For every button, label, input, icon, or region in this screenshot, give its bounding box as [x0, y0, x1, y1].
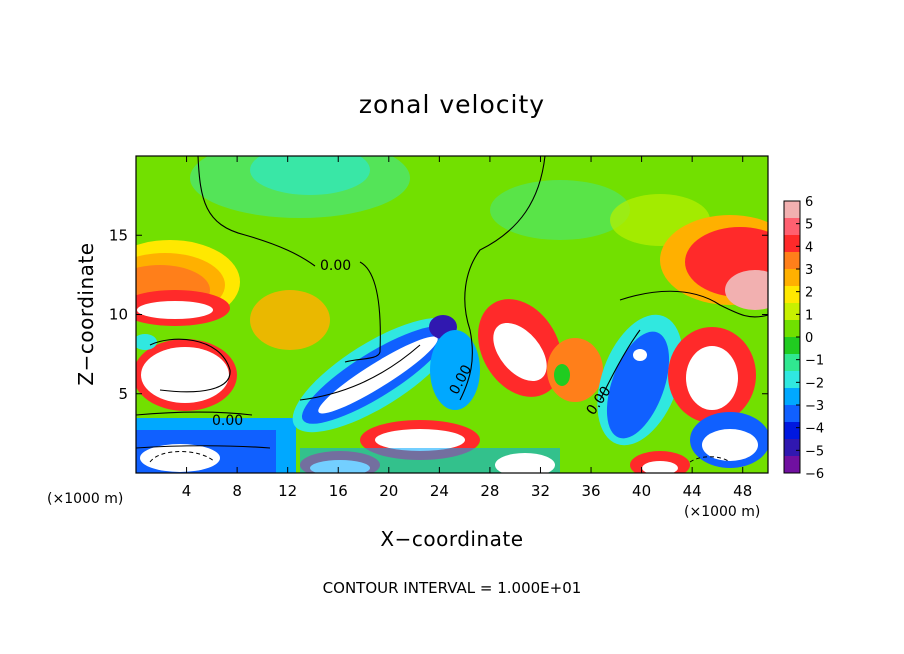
y-axis-title: Z−coordinate: [74, 242, 98, 385]
contour-interval-note: CONTOUR INTERVAL = 1.000E+01: [323, 579, 582, 597]
colorbar-tick-label: −3: [805, 399, 824, 414]
contour-line: [599, 329, 641, 401]
y-tick-label: 10: [109, 306, 128, 324]
field-region: [137, 301, 213, 319]
x-tick-label: 48: [733, 482, 752, 500]
colorbar-tick-label: −6: [805, 467, 824, 482]
colorbar-swatch: [784, 388, 800, 406]
x-tick-label: 12: [278, 482, 297, 500]
field-region: [250, 290, 330, 350]
zero-contour-lines: [136, 156, 768, 463]
colorbar-swatch: [784, 303, 800, 321]
colorbar-swatch: [784, 235, 800, 253]
x-axis-title: X−coordinate: [380, 527, 523, 551]
contour-line: [344, 261, 381, 363]
field-region: [430, 330, 480, 410]
field-region: [554, 364, 570, 386]
contour-line: [149, 338, 231, 393]
colorbar-tick-label: 0: [805, 331, 813, 346]
contour-labels: 0.00 0.00 0.00 0.00: [212, 258, 615, 429]
x-tick-label: 40: [632, 482, 651, 500]
plot-area: [136, 156, 768, 473]
field-region: [686, 346, 738, 410]
x-tick-label: 20: [379, 482, 398, 500]
y-axis-ticks: 5 10 15: [109, 226, 768, 403]
field-region: [250, 156, 370, 195]
contour-line: [299, 344, 421, 401]
colorbar-tick-label: 6: [805, 195, 813, 210]
x-tick-label: 32: [531, 482, 550, 500]
x-unit-right: (×1000 m): [684, 504, 760, 520]
x-tick-label: 36: [581, 482, 600, 500]
colorbar-tick-label: 1: [805, 308, 813, 323]
field-region: [490, 180, 630, 240]
x-tick-label: 28: [480, 482, 499, 500]
colorbar-tick-label: 3: [805, 263, 813, 278]
negative-contour-line: [689, 456, 731, 463]
field-region: [725, 270, 768, 310]
field-region: [702, 429, 758, 461]
colorbar-tick-label: 5: [805, 218, 813, 233]
field-region: [633, 349, 647, 361]
colorbar-swatch: [784, 371, 800, 389]
field-region: [141, 347, 229, 403]
x-tick-label: 8: [232, 482, 242, 500]
y-tick-label: 15: [109, 226, 128, 244]
x-tick-label: 4: [182, 482, 192, 500]
colorbar-swatch: [784, 269, 800, 287]
colorbar-swatch: [784, 252, 800, 270]
chart-title: zonal velocity: [359, 90, 545, 119]
colorbar-swatch: [784, 218, 800, 236]
negative-contour-line: [149, 451, 216, 463]
field-region: [642, 461, 678, 473]
colorbar-swatch: [784, 439, 800, 457]
colorbar-tick-label: −5: [805, 444, 824, 459]
contour-line: [136, 411, 253, 416]
field-region: [140, 444, 220, 472]
contour-line: [197, 156, 316, 267]
velocity-field: [136, 156, 768, 473]
x-tick-label: 16: [329, 482, 348, 500]
colorbar-tick-label: −1: [805, 354, 824, 369]
colorbar-tick-label: −2: [805, 376, 824, 391]
colorbar-swatch: [784, 354, 800, 372]
colorbar-ticks: 6 5 4 3 2 1 0 −1 −2 −3 −4 −5 −6: [796, 195, 824, 482]
field-region: [136, 334, 157, 350]
x-tick-label: 24: [430, 482, 449, 500]
contour-line: [459, 156, 546, 401]
x-tick-label: 44: [683, 482, 702, 500]
colorbar-swatch: [784, 456, 800, 474]
colorbar-tick-label: −4: [805, 422, 824, 437]
colorbar-tick-label: 4: [805, 240, 813, 255]
contour-line: [619, 290, 768, 318]
x-unit-left: (×1000 m): [47, 491, 123, 507]
contour-label: 0.00: [212, 413, 243, 429]
colorbar-swatch: [784, 286, 800, 304]
colorbar-swatch: [784, 405, 800, 423]
x-axis-ticks: 4 8 12 16 20 24 28 32 36 40 44 48: [182, 156, 752, 500]
colorbar-tick-label: 2: [805, 286, 813, 301]
contour-label: 0.00: [320, 258, 351, 274]
field-region: [375, 429, 465, 451]
field-region: [547, 338, 603, 402]
colorbar-swatch: [784, 320, 800, 338]
contour-line: [136, 445, 271, 449]
y-tick-label: 5: [118, 385, 128, 403]
colorbar-swatch: [784, 422, 800, 440]
colorbar-swatch: [784, 201, 800, 219]
colorbar-swatch: [784, 337, 800, 355]
field-region: [493, 322, 547, 382]
